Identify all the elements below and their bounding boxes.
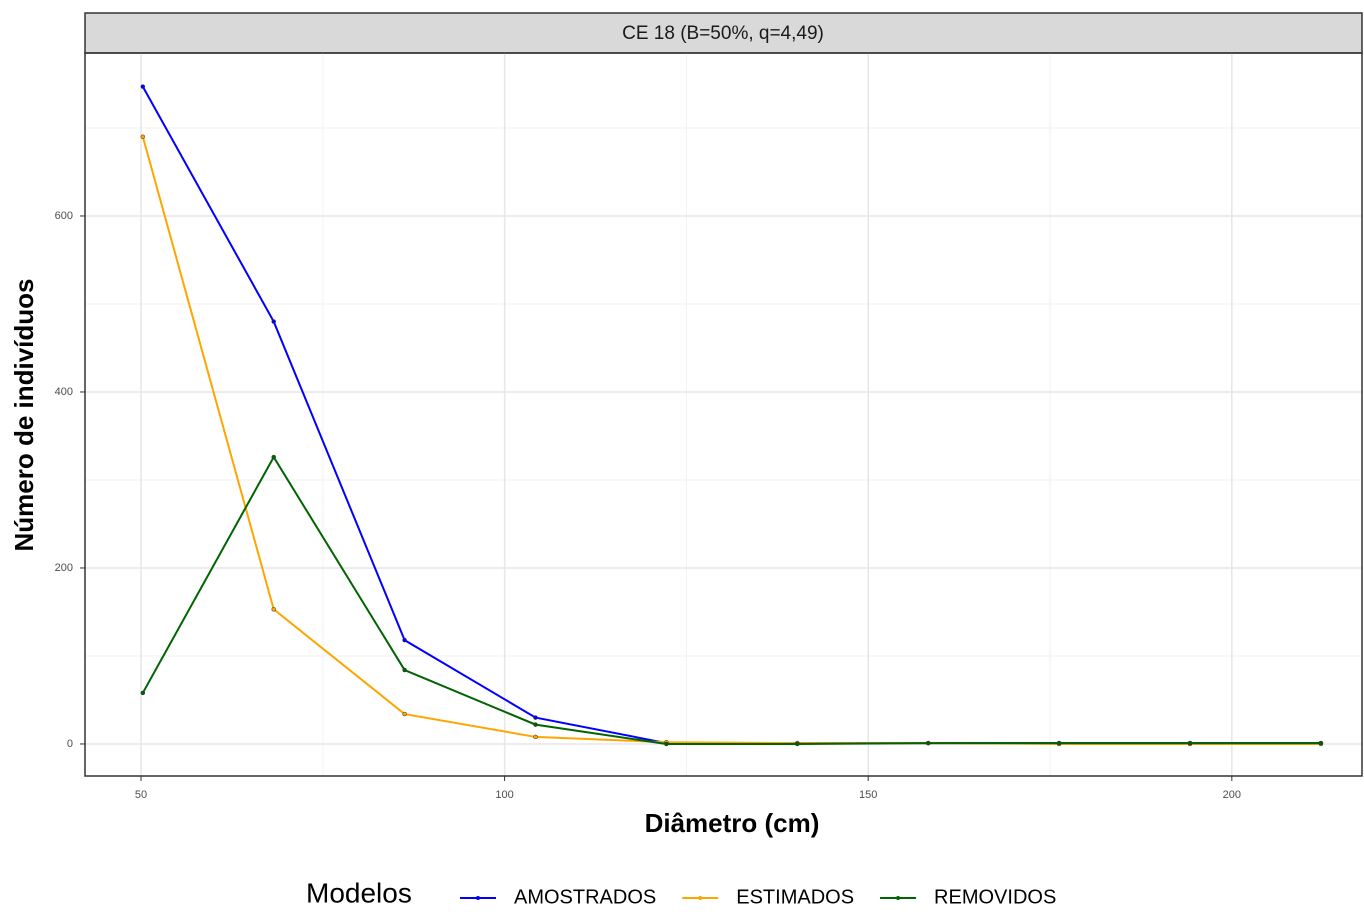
data-point xyxy=(795,741,800,747)
x-axis-label: Diâmetro (cm) xyxy=(645,808,820,838)
data-point xyxy=(533,734,538,740)
legend-swatch-point xyxy=(896,896,901,900)
data-point xyxy=(1187,740,1193,746)
y-tick-label: 0 xyxy=(67,738,73,750)
data-point xyxy=(925,740,931,746)
y-tick-label: 600 xyxy=(55,210,73,222)
data-point xyxy=(271,319,276,324)
legend-swatch-point xyxy=(476,896,480,900)
strip xyxy=(84,12,1363,54)
y-tick-label: 400 xyxy=(55,386,73,398)
plot-border xyxy=(84,52,1363,777)
legend-label: ESTIMADOS xyxy=(736,886,854,908)
strip-title: CE 18 (B=50%, q=4,49) xyxy=(622,23,824,44)
data-point xyxy=(402,667,407,673)
x-tick-label: 100 xyxy=(495,789,513,801)
data-point xyxy=(402,637,407,643)
legend-swatch-point xyxy=(698,896,703,900)
series-line xyxy=(141,86,1321,745)
data-point xyxy=(664,741,669,747)
x-tick-label: 50 xyxy=(135,789,147,801)
data-point xyxy=(402,711,407,717)
legend-title: Modelos xyxy=(306,877,412,908)
data-point xyxy=(533,722,538,727)
data-point xyxy=(1056,740,1062,746)
x-tick-label: 200 xyxy=(1223,789,1241,801)
data-point xyxy=(140,690,146,696)
series-line xyxy=(141,136,1321,745)
y-tick-label: 200 xyxy=(55,562,73,574)
data-point xyxy=(140,134,146,140)
data-point xyxy=(533,715,538,720)
data-point xyxy=(1318,740,1324,746)
data-point xyxy=(271,607,276,612)
series-line xyxy=(141,455,1321,745)
legend-label: REMOVIDOS xyxy=(934,886,1056,908)
data-point xyxy=(271,454,276,460)
y-axis-label: Número de indivíduos xyxy=(9,278,39,551)
data-point xyxy=(140,84,146,89)
x-tick-label: 150 xyxy=(859,789,877,801)
legend-label: AMOSTRADOS xyxy=(514,886,656,908)
